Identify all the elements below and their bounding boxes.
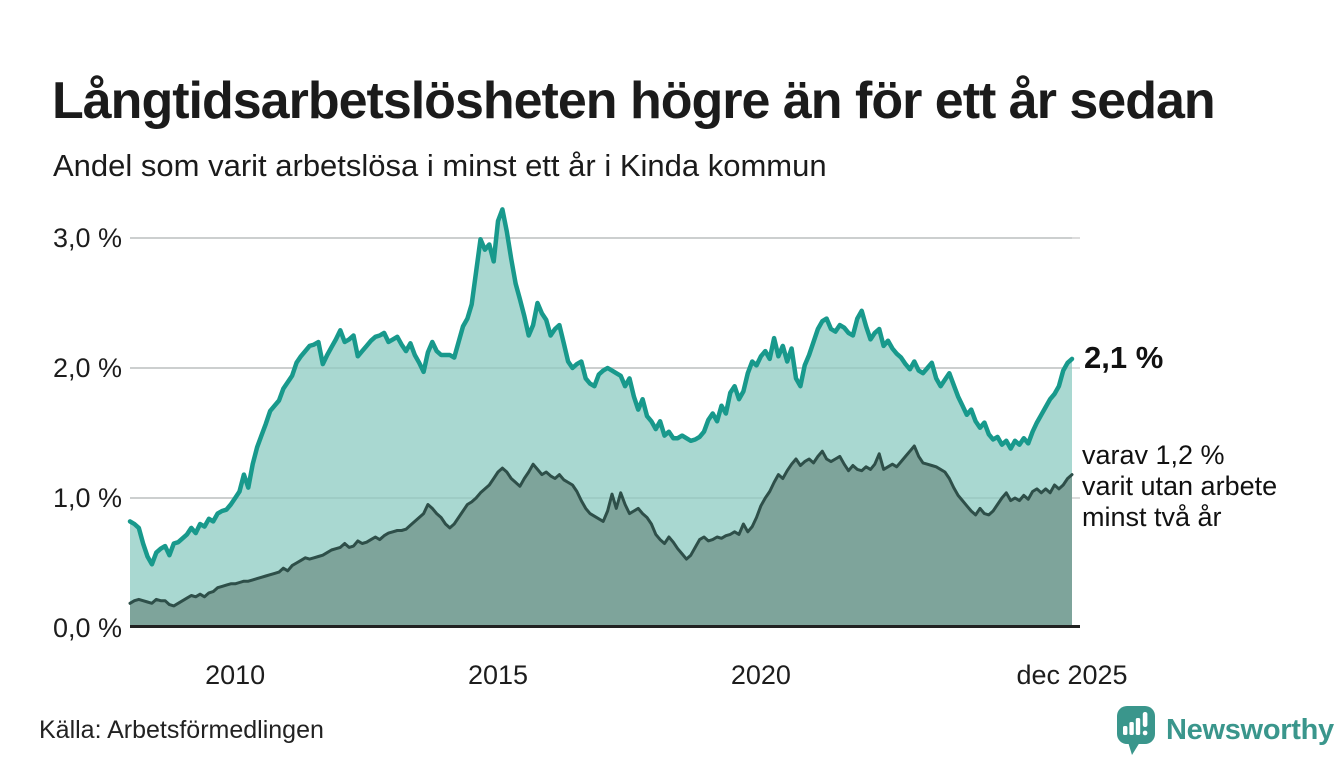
newsworthy-wordmark: Newsworthy bbox=[1166, 714, 1334, 746]
y-tick-label: 0,0 % bbox=[52, 613, 122, 643]
y-tick-label: 3,0 % bbox=[52, 223, 122, 253]
area-chart-svg bbox=[127, 207, 1080, 628]
series-total-line bbox=[127, 207, 1075, 567]
x-tick-label: 2010 bbox=[205, 660, 266, 690]
newsworthy-bubble-chart-icon bbox=[1117, 706, 1155, 755]
source-credit: Källa: Arbetsförmedlingen bbox=[39, 716, 324, 744]
y-tick-label: 2,0 % bbox=[52, 353, 122, 383]
newsworthy-logo: Newsworthy bbox=[1117, 706, 1334, 766]
area-chart-plot bbox=[127, 205, 1080, 628]
annotation-total-value: 2,1 % bbox=[1084, 340, 1164, 375]
y-tick-label: 1,0 % bbox=[52, 483, 122, 513]
annotation-subset-value: varav 1,2 % varit utan arbete minst två … bbox=[1082, 440, 1278, 532]
page-title: Långtidsarbetslösheten högre än för ett … bbox=[52, 71, 1216, 130]
page-subtitle: Andel som varit arbetslösa i minst ett å… bbox=[53, 147, 827, 183]
x-tick-label: 2015 bbox=[467, 660, 529, 690]
x-tick-label: dec 2025 bbox=[1016, 660, 1128, 690]
series-subset-line bbox=[128, 444, 1074, 608]
series-subset-area bbox=[130, 446, 1072, 628]
x-tick-label: 2020 bbox=[730, 660, 791, 690]
